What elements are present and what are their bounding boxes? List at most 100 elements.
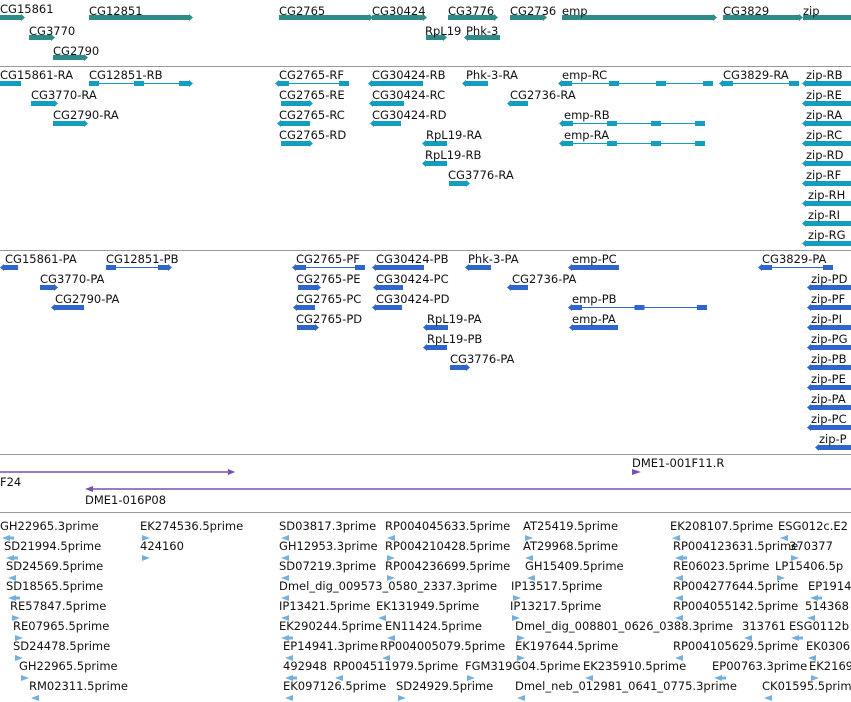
transcript-label-cg2765-rf[interactable]: CG2765-RF (279, 68, 344, 82)
protein-label-emp-pc[interactable]: emp-PC (572, 252, 617, 266)
transcript-label-phk-3-ra[interactable]: Phk-3-RA (466, 68, 518, 82)
gene-label-emp[interactable]: emp (562, 4, 588, 18)
est-label-rp004105629-5prime[interactable]: RP004105629.5prime (673, 639, 799, 653)
transcript-label-zip-ra[interactable]: zip-RA (806, 108, 843, 122)
protein-feature-glyph[interactable] (372, 264, 424, 271)
transcript-label-cg2765-rc[interactable]: CG2765-RC (279, 108, 345, 122)
est-feature-glyph[interactable] (281, 615, 289, 621)
protein-feature-glyph[interactable] (465, 264, 491, 271)
protein-feature-glyph[interactable] (807, 364, 851, 371)
transcript-label-cg30424-rd[interactable]: CG30424-RD (372, 108, 447, 122)
protein-label-cg2736-pa[interactable]: CG2736-PA (512, 272, 577, 286)
protein-label-cg2765-pd[interactable]: CG2765-PD (296, 312, 363, 326)
protein-feature-glyph[interactable] (807, 404, 851, 411)
est-label-sd21994-5prime[interactable]: SD21994.5prime (4, 539, 102, 553)
est-label-ek274536-5prime[interactable]: EK274536.5prime (140, 519, 244, 533)
est-feature-glyph[interactable] (791, 555, 799, 561)
protein-label-cg30424-pd[interactable]: CG30424-PD (376, 292, 450, 306)
transcript-feature-glyph[interactable] (802, 220, 851, 227)
est-feature-glyph[interactable] (281, 575, 289, 581)
est-feature-glyph[interactable] (810, 595, 822, 601)
transcript-feature-glyph[interactable] (368, 80, 423, 87)
est-label-rp004005079-5prime[interactable]: RP004005079.5prime (380, 639, 506, 653)
protein-label-cg15861-pa[interactable]: CG15861-PA (5, 252, 77, 266)
est-feature-glyph[interactable] (2, 535, 14, 541)
protein-label-cg12851-pb[interactable]: CG12851-PB (106, 252, 179, 266)
protein-feature-glyph[interactable] (807, 324, 851, 331)
gene-feature-glyph[interactable] (0, 14, 25, 21)
gene-label-cg3829[interactable]: CG3829 (723, 4, 770, 18)
est-label-ek131949-5prime[interactable]: EK131949.5prime (376, 599, 480, 613)
transcript-feature-glyph[interactable] (462, 80, 488, 87)
transcript-feature-glyph[interactable] (89, 80, 193, 87)
gene-label-cg2736[interactable]: CG2736 (510, 4, 557, 18)
transcript-feature-glyph[interactable] (559, 120, 705, 127)
transcript-feature-glyph[interactable] (422, 160, 447, 167)
transcript-feature-glyph[interactable] (53, 120, 88, 127)
protein-feature-glyph[interactable] (297, 324, 319, 331)
est-label-dmel-dig-008801-0626-0388-3prime[interactable]: Dmel_dig_008801_0626_0388.3prime (515, 619, 734, 633)
est-label-sd24569-5prime[interactable]: SD24569.5prime (6, 559, 104, 573)
est-feature-glyph[interactable] (21, 675, 29, 681)
est-label-sd03817-3prime[interactable]: SD03817.3prime (279, 519, 377, 533)
est-feature-glyph[interactable] (675, 575, 683, 581)
est-label-ek208107-5prime[interactable]: EK208107.5prime (670, 519, 774, 533)
gene-feature-glyph[interactable] (29, 34, 55, 41)
transcript-feature-glyph[interactable] (802, 240, 851, 247)
transcript-feature-glyph[interactable] (31, 100, 58, 107)
est-label-rp004210428-5prime[interactable]: RP004210428.5prime (385, 539, 511, 553)
est-feature-glyph[interactable] (285, 695, 293, 701)
est-feature-glyph[interactable] (387, 635, 395, 641)
est-feature-glyph[interactable] (387, 535, 395, 541)
transcript-label-emp-ra[interactable]: emp-RA (564, 128, 610, 142)
protein-label-cg2765-pe[interactable]: CG2765-PE (296, 272, 361, 286)
est-label-rp004277644-5prime[interactable]: RP004277644.5prime (673, 579, 799, 593)
protein-label-zip-pe[interactable]: zip-PE (811, 372, 846, 386)
protein-label-cg3829-pa[interactable]: CG3829-PA (762, 252, 827, 266)
protein-feature-glyph[interactable] (807, 284, 851, 291)
est-label-ip13421-5prime[interactable]: IP13421.5prime (279, 599, 371, 613)
est-feature-glyph[interactable] (517, 695, 525, 701)
protein-label-phk-3-pa[interactable]: Phk-3-PA (468, 252, 519, 266)
transcript-label-cg30424-rc[interactable]: CG30424-RC (372, 88, 446, 102)
est-label-re07965-5prime[interactable]: RE07965.5prime (13, 619, 110, 633)
est-label-492948[interactable]: 492948 (283, 659, 327, 673)
transcript-feature-glyph[interactable] (802, 120, 851, 127)
gene-label-cg30424[interactable]: CG30424 (372, 4, 426, 18)
est-feature-glyph[interactable] (780, 535, 788, 541)
protein-feature-glyph[interactable] (758, 264, 833, 271)
transcript-label-zip-rd[interactable]: zip-RD (806, 148, 844, 162)
est-feature-glyph[interactable] (744, 635, 752, 641)
gene-feature-glyph[interactable] (279, 14, 373, 21)
est-label-sd18565-5prime[interactable]: SD18565.5prime (6, 579, 104, 593)
est-feature-glyph[interactable] (281, 595, 289, 601)
est-feature-glyph[interactable] (585, 675, 593, 681)
est-feature-glyph[interactable] (142, 555, 150, 561)
protein-label-zip-pf[interactable]: zip-PF (811, 292, 846, 306)
est-feature-glyph[interactable] (808, 655, 816, 661)
clone-label-dme1-016p08[interactable]: DME1-016P08 (85, 493, 167, 507)
est-label-at29968-5prime[interactable]: AT29968.5prime (523, 539, 619, 553)
est-feature-glyph[interactable] (15, 655, 23, 661)
protein-feature-glyph[interactable] (807, 344, 851, 351)
gene-feature-glyph[interactable] (426, 34, 447, 41)
transcript-feature-glyph[interactable] (802, 140, 851, 147)
transcript-label-zip-re[interactable]: zip-RE (806, 88, 842, 102)
protein-feature-glyph[interactable] (507, 284, 528, 291)
est-feature-glyph[interactable] (525, 555, 533, 561)
est-feature-glyph[interactable] (398, 695, 406, 701)
est-feature-glyph[interactable] (12, 615, 20, 621)
clone-label-dme1-001f11-r[interactable]: DME1-001F11.R (632, 456, 725, 470)
est-label-gh12953-3prime[interactable]: GH12953.3prime (279, 539, 378, 553)
protein-label-zip-p[interactable]: zip-P (819, 432, 847, 446)
est-label-ek2169[interactable]: EK2169 (809, 659, 851, 673)
gene-feature-glyph[interactable] (464, 34, 500, 41)
est-label-en11424-5prime[interactable]: EN11424.5prime (385, 619, 482, 633)
gene-feature-glyph[interactable] (89, 14, 193, 21)
protein-label-cg30424-pb[interactable]: CG30424-PB (376, 252, 449, 266)
est-label-sd24929-5prime[interactable]: SD24929.5prime (396, 679, 494, 693)
est-feature-glyph[interactable] (285, 675, 297, 681)
protein-label-cg3770-pa[interactable]: CG3770-PA (40, 272, 105, 286)
est-label-sd24478-5prime[interactable]: SD24478.5prime (13, 639, 111, 653)
transcript-feature-glyph[interactable] (0, 80, 21, 87)
